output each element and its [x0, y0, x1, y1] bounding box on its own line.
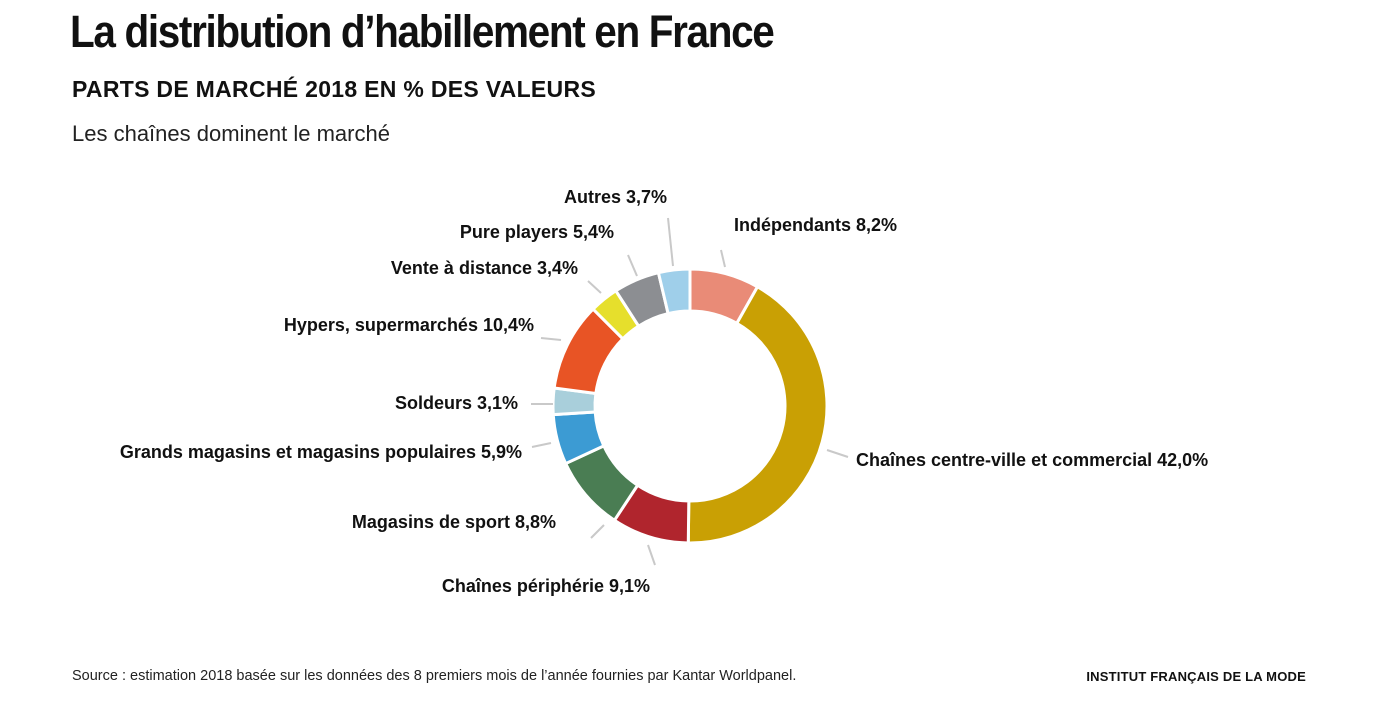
leader-line-pure-players	[628, 255, 637, 276]
slice-label-grands-magasins-et-magasins-populaires: Grands magasins et magasins populaires 5…	[120, 442, 522, 462]
slice-label-independants: Indépendants 8,2%	[734, 215, 897, 235]
slice-label-magasins-de-sport: Magasins de sport 8,8%	[352, 512, 556, 532]
source-note: Source : estimation 2018 basée sur les d…	[72, 668, 796, 684]
slice-label-pure-players: Pure players 5,4%	[460, 222, 614, 242]
slice-label-autres: Autres 3,7%	[564, 187, 667, 207]
leader-line-magasins-de-sport	[591, 525, 604, 538]
donut-chart: Indépendants 8,2% Chaînes centre-ville et…	[0, 0, 1380, 706]
slice-label-soldeurs: Soldeurs 3,1%	[395, 393, 518, 413]
leader-line-hypers-supermarches	[541, 338, 561, 340]
leader-line-autres	[668, 218, 673, 266]
leader-line-chaines-centre-ville-et-commercial	[827, 450, 848, 457]
leader-line-grands-magasins-et-magasins-populaires	[532, 443, 551, 447]
slice-chaines-centre-ville-et-commercial	[688, 287, 827, 543]
leader-line-vente-a-distance	[588, 281, 601, 293]
leader-line-chaines-peripherie	[648, 545, 655, 565]
slice-label-chaines-peripherie: Chaînes périphérie 9,1%	[442, 576, 650, 596]
slice-label-chaines-centre-ville-et-commercial: Chaînes centre-ville et commercial 42,0%	[856, 450, 1208, 470]
leader-line-independants	[721, 250, 725, 267]
publisher-credit: INSTITUT FRANÇAIS DE LA MODE	[1086, 669, 1306, 684]
slice-label-vente-a-distance: Vente à distance 3,4%	[391, 258, 578, 278]
slice-label-hypers-supermarches: Hypers, supermarchés 10,4%	[284, 315, 534, 335]
